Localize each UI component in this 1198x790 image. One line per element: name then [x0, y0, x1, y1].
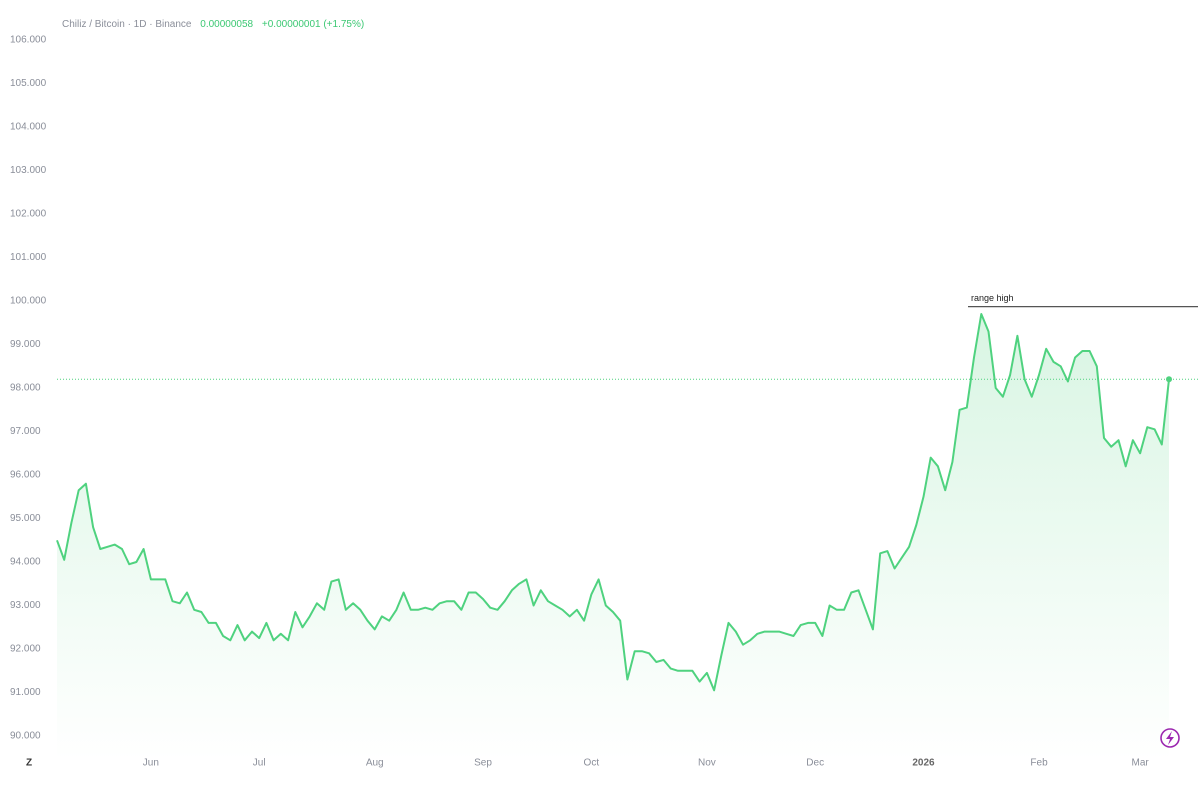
- area-fill: [57, 314, 1169, 760]
- x-tick-label: Feb: [1030, 758, 1048, 769]
- y-tick-label: 104.000: [10, 122, 47, 133]
- last-point: [1166, 376, 1172, 383]
- y-tick-label: 96.000: [10, 470, 41, 481]
- y-tick-label: 90.000: [10, 731, 41, 742]
- x-tick-label: Jul: [253, 758, 266, 769]
- y-tick-label: 101.000: [10, 252, 47, 263]
- y-tick-label: 100.000: [10, 296, 47, 307]
- y-tick-label: 98.000: [10, 383, 41, 394]
- y-tick-label: 99.000: [10, 339, 41, 350]
- y-tick-label: 105.000: [10, 78, 47, 89]
- y-tick-label: 106.000: [10, 35, 47, 46]
- y-tick-label: 93.000: [10, 600, 41, 611]
- x-tick-label: Oct: [584, 758, 600, 769]
- x-tick-label: Jun: [143, 758, 159, 769]
- x-tick-label: Dec: [806, 758, 824, 769]
- y-tick-label: 102.000: [10, 209, 47, 220]
- y-tick-label: 94.000: [10, 557, 41, 568]
- price-line-series: [56, 313, 1170, 692]
- x-tick-label: Nov: [698, 758, 716, 769]
- x-tick-label: Sep: [474, 758, 492, 769]
- price: 0.00000058: [200, 19, 253, 30]
- y-tick-label: 91.000: [10, 687, 41, 698]
- y-tick-label: 97.000: [10, 426, 41, 437]
- annotation-label: range high: [971, 293, 1014, 303]
- chart-title: Chiliz / Bitcoin · 1D · Binance: [62, 19, 192, 30]
- x-tick-label: Aug: [366, 758, 384, 769]
- header: Chiliz / Bitcoin · 1D · Binance 0.000000…: [62, 19, 364, 30]
- x-tick-label: 2026: [912, 758, 935, 769]
- y-tick-label: 95.000: [10, 513, 41, 524]
- y-tick-label: 103.000: [10, 165, 47, 176]
- y-tick-label: 92.000: [10, 644, 41, 655]
- logo: Z: [26, 758, 32, 769]
- change: +0.00000001 (+1.75%): [262, 19, 364, 30]
- x-tick-label: Mar: [1131, 758, 1149, 769]
